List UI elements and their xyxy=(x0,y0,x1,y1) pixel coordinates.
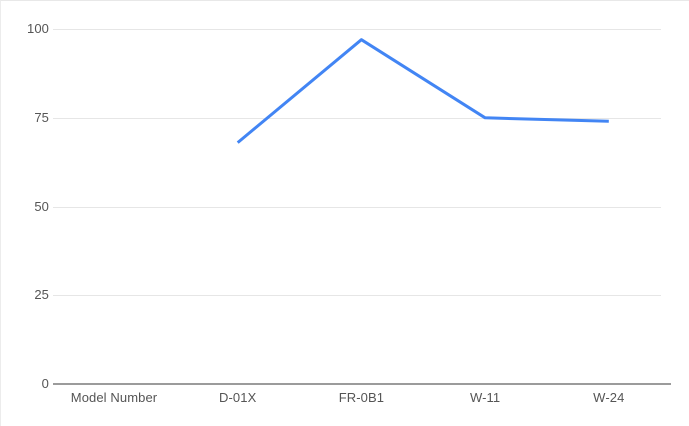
gridline xyxy=(53,207,661,208)
x-tick-label: D-01X xyxy=(219,390,257,405)
y-tick-label: 50 xyxy=(34,198,49,214)
x-axis-baseline xyxy=(53,383,671,385)
x-tick-label: Model Number xyxy=(70,390,158,405)
y-tick-label: 0 xyxy=(41,376,49,391)
x-tick-label: FR-0B1 xyxy=(338,390,385,405)
y-tick-label: 25 xyxy=(34,287,49,303)
y-tick-label: 100 xyxy=(27,21,49,36)
y-tick-label: 75 xyxy=(34,109,49,125)
x-tick-label: W-11 xyxy=(469,390,501,405)
gridline xyxy=(53,29,661,30)
gridline xyxy=(53,295,661,296)
gridline xyxy=(53,118,661,119)
series-line-1 xyxy=(236,38,609,144)
x-tick-label: W-24 xyxy=(593,390,625,405)
